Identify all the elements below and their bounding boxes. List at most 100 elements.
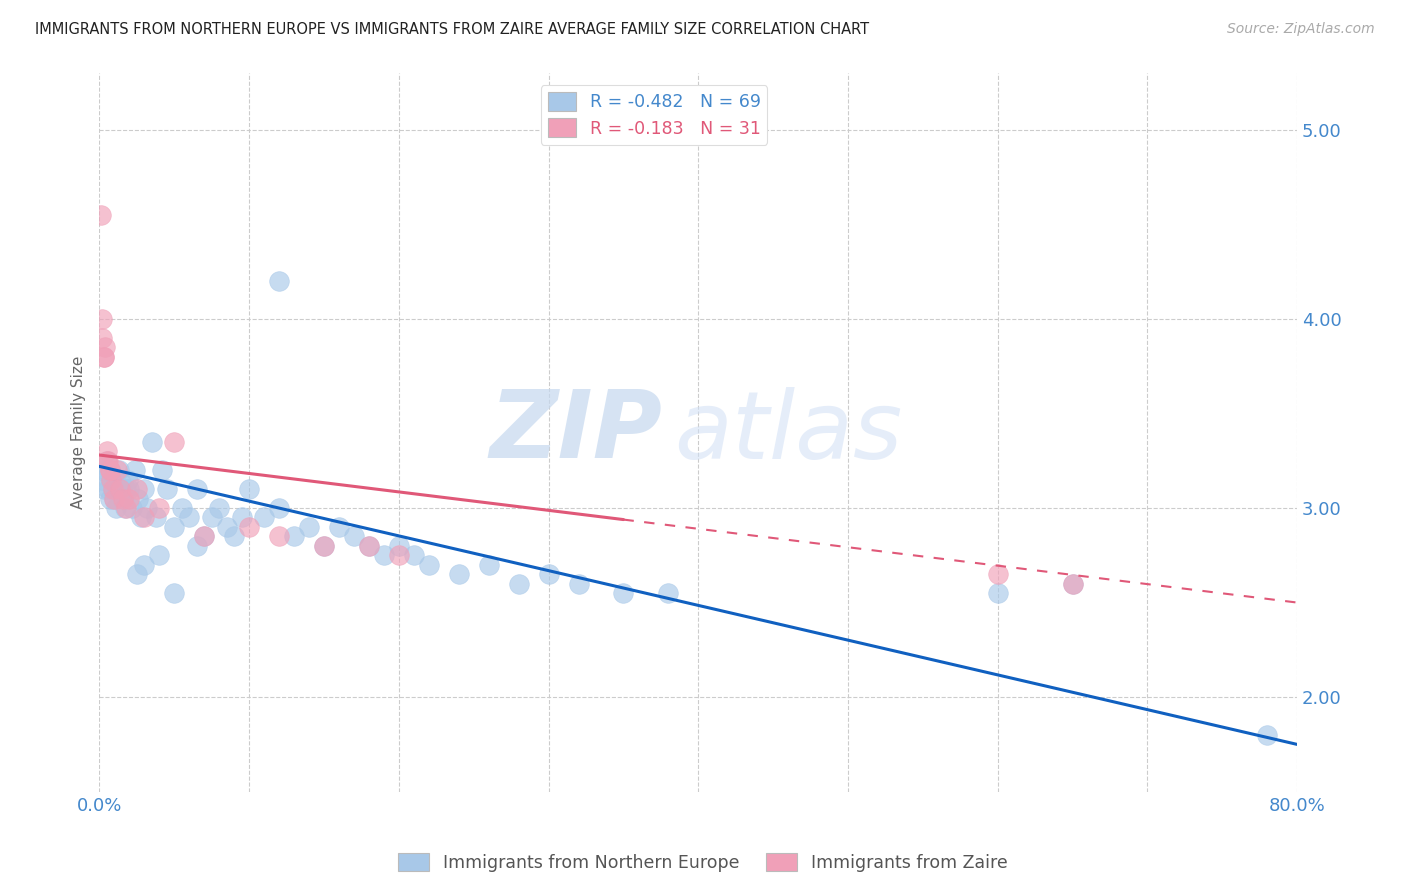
- Point: [91, 311, 114, 326]
- Text: IMMIGRANTS FROM NORTHERN EUROPE VS IMMIGRANTS FROM ZAIRE AVERAGE FAMILY SIZE COR: IMMIGRANTS FROM NORTHERN EUROPE VS IMMIG…: [35, 22, 869, 37]
- Point: [96, 453, 118, 467]
- Point: [298, 520, 321, 534]
- Point: [388, 539, 411, 553]
- Point: [224, 529, 246, 543]
- Text: atlas: atlas: [675, 387, 903, 478]
- Point: [269, 274, 291, 288]
- Text: Source: ZipAtlas.com: Source: ZipAtlas.com: [1227, 22, 1375, 37]
- Point: [148, 501, 170, 516]
- Legend: R = -0.482   N = 69, R = -0.183   N = 31: R = -0.482 N = 69, R = -0.183 N = 31: [541, 86, 768, 145]
- Point: [108, 463, 131, 477]
- Point: [215, 520, 238, 534]
- Point: [150, 463, 173, 477]
- Point: [357, 539, 380, 553]
- Point: [141, 434, 163, 449]
- Point: [179, 510, 201, 524]
- Point: [402, 549, 425, 563]
- Point: [134, 558, 156, 572]
- Point: [115, 501, 138, 516]
- Point: [208, 501, 231, 516]
- Point: [97, 482, 120, 496]
- Point: [328, 520, 350, 534]
- Legend: Immigrants from Northern Europe, Immigrants from Zaire: Immigrants from Northern Europe, Immigra…: [391, 847, 1015, 879]
- Point: [94, 463, 117, 477]
- Point: [121, 501, 143, 516]
- Point: [105, 482, 128, 496]
- Point: [357, 539, 380, 553]
- Point: [447, 567, 470, 582]
- Point: [103, 491, 125, 506]
- Point: [1062, 576, 1084, 591]
- Point: [114, 501, 136, 516]
- Point: [100, 473, 122, 487]
- Point: [1256, 728, 1278, 742]
- Point: [118, 482, 141, 496]
- Point: [134, 482, 156, 496]
- Point: [1062, 576, 1084, 591]
- Point: [91, 331, 114, 345]
- Y-axis label: Average Family Size: Average Family Size: [72, 356, 86, 509]
- Point: [93, 482, 115, 496]
- Point: [125, 567, 148, 582]
- Point: [90, 463, 112, 477]
- Point: [567, 576, 589, 591]
- Point: [186, 539, 208, 553]
- Point: [98, 463, 121, 477]
- Point: [112, 491, 135, 506]
- Point: [93, 350, 115, 364]
- Point: [125, 482, 148, 496]
- Point: [657, 586, 679, 600]
- Point: [388, 549, 411, 563]
- Point: [105, 463, 128, 477]
- Point: [231, 510, 253, 524]
- Point: [170, 501, 193, 516]
- Point: [127, 491, 149, 506]
- Point: [96, 444, 118, 458]
- Point: [508, 576, 530, 591]
- Point: [343, 529, 366, 543]
- Point: [373, 549, 395, 563]
- Point: [90, 208, 112, 222]
- Point: [186, 482, 208, 496]
- Point: [103, 491, 125, 506]
- Point: [96, 453, 118, 467]
- Point: [101, 482, 124, 496]
- Point: [238, 520, 260, 534]
- Point: [283, 529, 305, 543]
- Point: [156, 482, 179, 496]
- Point: [110, 473, 132, 487]
- Point: [97, 453, 120, 467]
- Point: [98, 491, 121, 506]
- Point: [100, 473, 122, 487]
- Point: [148, 549, 170, 563]
- Point: [98, 463, 121, 477]
- Point: [201, 510, 224, 524]
- Point: [987, 586, 1010, 600]
- Point: [238, 482, 260, 496]
- Point: [163, 434, 186, 449]
- Point: [111, 482, 134, 496]
- Point: [94, 340, 117, 354]
- Point: [163, 520, 186, 534]
- Text: ZIP: ZIP: [489, 386, 662, 478]
- Point: [269, 529, 291, 543]
- Point: [104, 501, 127, 516]
- Point: [134, 510, 156, 524]
- Point: [124, 463, 146, 477]
- Point: [110, 482, 132, 496]
- Point: [91, 473, 114, 487]
- Point: [478, 558, 501, 572]
- Point: [118, 491, 141, 506]
- Point: [987, 567, 1010, 582]
- Point: [418, 558, 440, 572]
- Point: [193, 529, 215, 543]
- Point: [253, 510, 276, 524]
- Point: [112, 491, 135, 506]
- Point: [93, 350, 115, 364]
- Point: [269, 501, 291, 516]
- Point: [115, 482, 138, 496]
- Point: [612, 586, 634, 600]
- Point: [101, 482, 124, 496]
- Point: [537, 567, 560, 582]
- Point: [312, 539, 335, 553]
